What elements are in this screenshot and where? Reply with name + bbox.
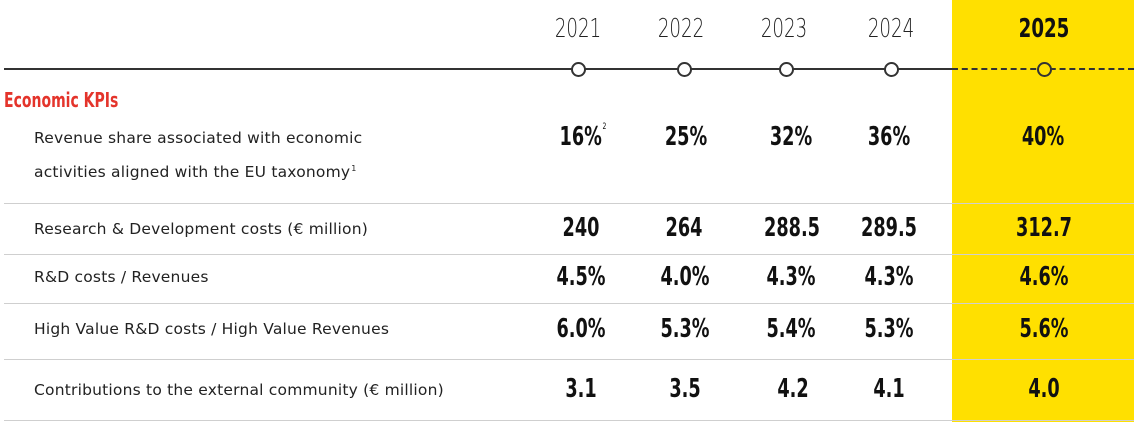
value-community-2022: 3.5 — [669, 374, 701, 404]
year-header-2022: 2022 — [657, 14, 705, 44]
year-header-2021: 2021 — [554, 14, 602, 44]
value-rd-costs-2023: 288.5 — [764, 213, 820, 243]
timeline-dot-2021 — [571, 62, 586, 77]
value-taxonomy-2021: 16%2 — [559, 122, 607, 152]
year-header-2023: 2023 — [760, 14, 808, 44]
row-label-community: Contributions to the external community … — [34, 381, 444, 399]
value-taxonomy-2025: 40% — [1021, 122, 1065, 152]
value-rd-revenues-2023: 4.3% — [766, 262, 816, 292]
value-high-value-rd-2023: 5.4% — [766, 314, 816, 344]
value-high-value-rd-2024: 5.3% — [864, 314, 914, 344]
row-label-high-value-rd: High Value R&D costs / High Value Revenu… — [34, 320, 390, 338]
value-community-2021: 3.1 — [565, 374, 597, 404]
value-taxonomy-2022: 25% — [664, 122, 708, 152]
row-divider — [4, 254, 1134, 255]
row-divider — [4, 359, 1134, 360]
timeline-line — [4, 68, 952, 70]
value-rd-revenues-2021: 4.5% — [556, 262, 606, 292]
footnote-1: 1 — [351, 163, 357, 173]
timeline-dot-2023 — [779, 62, 794, 77]
section-title: Economic KPIs — [4, 88, 119, 112]
row-label-taxonomy-line2: activities aligned with the EU taxonomy1 — [34, 163, 357, 181]
value-rd-costs-2025: 312.7 — [1016, 213, 1072, 243]
timeline-dot-2022 — [677, 62, 692, 77]
value-taxonomy-2023: 32% — [769, 122, 813, 152]
value-community-2024: 4.1 — [873, 374, 905, 404]
footnote-2: 2 — [602, 122, 607, 133]
timeline-dot-2024 — [884, 62, 899, 77]
value-rd-revenues-2024: 4.3% — [864, 262, 914, 292]
year-header-2025: 2025 — [1018, 14, 1070, 44]
value-taxonomy-2024: 36% — [867, 122, 911, 152]
value-rd-revenues-2022: 4.0% — [660, 262, 710, 292]
value-community-2023: 4.2 — [777, 374, 809, 404]
row-label-rd-costs: Research & Development costs (€ million) — [34, 220, 368, 238]
row-label-rd-revenues: R&D costs / Revenues — [34, 268, 209, 286]
value-high-value-rd-2021: 6.0% — [556, 314, 606, 344]
value-rd-costs-2024: 289.5 — [861, 213, 917, 243]
value-high-value-rd-2025: 5.6% — [1019, 314, 1069, 344]
row-divider — [4, 203, 1134, 204]
row-divider — [4, 420, 1134, 421]
year-header-2024: 2024 — [867, 14, 915, 44]
value-high-value-rd-2022: 5.3% — [660, 314, 710, 344]
value-rd-costs-2022: 264 — [665, 213, 703, 243]
row-divider — [4, 303, 1134, 304]
value-rd-costs-2021: 240 — [562, 213, 600, 243]
row-label-taxonomy-line1: Revenue share associated with economic — [34, 129, 363, 147]
value-community-2025: 4.0 — [1028, 374, 1060, 404]
timeline-dot-2025 — [1037, 62, 1052, 77]
value-rd-revenues-2025: 4.6% — [1019, 262, 1069, 292]
